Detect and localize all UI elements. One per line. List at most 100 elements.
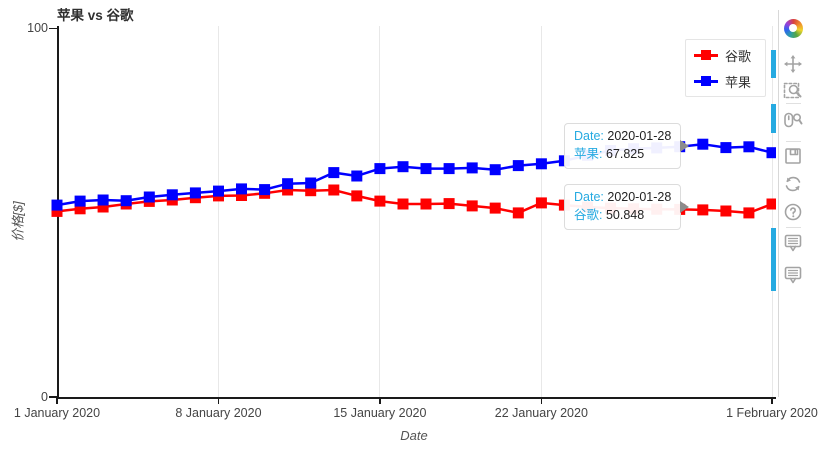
data-point-marker [166, 189, 178, 201]
tooltip-field-value: 2020-01-28 [607, 190, 672, 204]
reset-tool-button[interactable] [782, 173, 804, 195]
tooltip-arrow-icon [680, 201, 690, 213]
wheel-zoom-tool-button[interactable] [782, 109, 804, 131]
data-point-marker [282, 178, 294, 190]
data-point-marker [512, 160, 524, 172]
data-point-marker [535, 197, 547, 209]
data-point-marker [236, 183, 247, 195]
data-point-marker [189, 187, 201, 199]
data-point-marker [97, 194, 109, 206]
tooltip-apple: Date: 2020-01-28 苹果: 67.825 [564, 123, 690, 169]
tooltip-google: Date: 2020-01-28 谷歌: 50.848 [564, 184, 690, 230]
data-point-marker [766, 198, 776, 210]
data-point-marker [374, 163, 386, 175]
data-point-marker [213, 185, 224, 197]
y-tick-mark [49, 27, 57, 29]
toolbar-separator [786, 103, 801, 104]
data-point-marker [697, 138, 709, 150]
x-tick-mark [771, 398, 773, 404]
data-point-marker [328, 167, 340, 179]
wheel-zoom-active-indicator [771, 104, 776, 133]
y-tick-label-0: 0 [41, 390, 48, 404]
tooltip-field-value: 2020-01-28 [607, 129, 672, 143]
data-point-marker [489, 202, 501, 214]
data-point-marker [97, 201, 109, 213]
help-icon [784, 203, 802, 221]
hover-tool-button[interactable] [782, 264, 804, 286]
data-point-marker [766, 147, 776, 159]
x-tick-label: 8 January 2020 [175, 406, 262, 420]
hover-tool-button[interactable] [782, 232, 804, 254]
data-point-marker [74, 203, 86, 215]
data-point-marker [120, 195, 132, 207]
data-point-marker [512, 207, 524, 219]
tooltip-arrow-icon [680, 140, 690, 152]
tooltip-field-value: 67.825 [605, 146, 645, 161]
box-zoom-icon [783, 82, 802, 99]
legend-item: 苹果 [694, 71, 765, 91]
data-point-marker [420, 163, 432, 175]
data-point-marker [305, 177, 317, 189]
x-tick-mark [379, 398, 381, 404]
y-axis-title: 价格[$] [10, 201, 26, 242]
data-point-marker [743, 207, 755, 219]
data-point-marker [720, 142, 732, 154]
x-tick-label: 15 January 2020 [333, 406, 427, 420]
wheel-zoom-icon [784, 112, 803, 128]
tooltip-field-label: 苹果: [574, 146, 603, 161]
data-point-marker [489, 164, 501, 176]
data-point-marker [535, 158, 547, 170]
legend-glyph-icon [694, 75, 718, 87]
data-point-marker [51, 199, 63, 211]
save-icon [785, 148, 801, 164]
data-point-marker [51, 205, 63, 217]
hover-active-indicator [771, 228, 776, 291]
legend-glyph-icon [694, 49, 718, 61]
hover-icon [784, 234, 802, 252]
pan-icon [784, 55, 802, 73]
x-axis [57, 397, 776, 399]
data-point-marker [74, 195, 86, 207]
data-point-marker [466, 162, 478, 174]
data-point-marker [305, 185, 317, 197]
data-point-marker [351, 170, 363, 182]
data-point-marker [397, 198, 409, 210]
data-point-marker [443, 198, 455, 210]
tooltip-field-label: Date: [574, 129, 604, 143]
plot-title: 苹果 vs 谷歌 [57, 8, 134, 23]
legend: 谷歌 苹果 [685, 39, 766, 97]
data-point-marker [397, 161, 409, 173]
legend-label: 谷歌 [725, 48, 752, 64]
toolbar-divider [778, 10, 779, 397]
box-zoom-tool-button[interactable] [782, 79, 804, 101]
pan-tool-button[interactable] [782, 53, 804, 75]
hover-icon [784, 266, 802, 284]
reset-icon [785, 176, 801, 192]
tooltip-field-label: Date: [574, 190, 604, 204]
data-point-marker [236, 190, 247, 201]
x-tick-label: 1 February 2020 [726, 406, 818, 420]
bokeh-logo-icon [783, 18, 803, 38]
legend-item: 谷歌 [694, 45, 765, 65]
help-tool-button[interactable] [782, 201, 804, 223]
x-tick-label: 1 January 2020 [13, 406, 101, 420]
data-point-marker [351, 190, 363, 202]
legend-label: 苹果 [725, 74, 752, 90]
data-point-marker [374, 195, 386, 207]
gridline [540, 26, 542, 397]
bokeh-logo[interactable] [782, 17, 804, 39]
x-tick-mark [540, 398, 543, 404]
save-tool-button[interactable] [782, 145, 804, 167]
pan-active-indicator [771, 50, 776, 78]
gridline [379, 26, 381, 397]
toolbar-separator [786, 141, 801, 142]
data-point-marker [697, 204, 709, 216]
x-tick-label: 22 January 2020 [494, 406, 588, 420]
tooltip-field-label: 谷歌: [574, 207, 603, 222]
data-point-marker [143, 191, 155, 203]
x-tick-mark [56, 398, 58, 404]
data-point-marker [259, 184, 271, 196]
y-tick-label-100: 100 [27, 21, 48, 35]
tooltip-field-value: 50.848 [605, 207, 645, 222]
